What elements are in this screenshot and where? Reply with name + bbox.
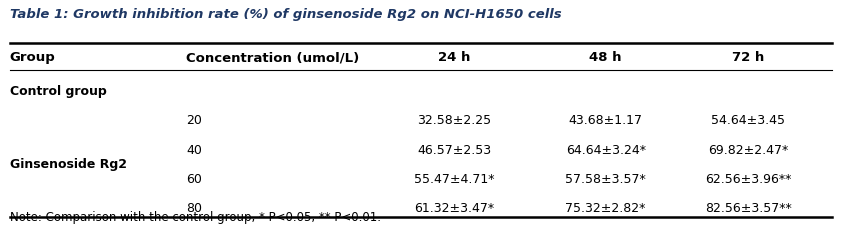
Text: 55.47±4.71*: 55.47±4.71* bbox=[414, 172, 495, 185]
Text: 20: 20 bbox=[186, 114, 202, 127]
Text: 48 h: 48 h bbox=[589, 51, 622, 64]
Text: 40: 40 bbox=[186, 143, 202, 156]
Text: 72 h: 72 h bbox=[733, 51, 765, 64]
Text: Ginsenoside Rg2: Ginsenoside Rg2 bbox=[10, 158, 127, 170]
Text: 62.56±3.96**: 62.56±3.96** bbox=[705, 172, 791, 185]
Text: 46.57±2.53: 46.57±2.53 bbox=[418, 143, 492, 156]
Text: Concentration (umol/L): Concentration (umol/L) bbox=[186, 51, 360, 64]
Text: 43.68±1.17: 43.68±1.17 bbox=[568, 114, 642, 127]
Text: Group: Group bbox=[10, 51, 56, 64]
Text: 57.58±3.57*: 57.58±3.57* bbox=[565, 172, 646, 185]
Text: 80: 80 bbox=[186, 201, 202, 214]
Text: 69.82±2.47*: 69.82±2.47* bbox=[708, 143, 788, 156]
Text: 32.58±2.25: 32.58±2.25 bbox=[418, 114, 492, 127]
Text: 64.64±3.24*: 64.64±3.24* bbox=[566, 143, 646, 156]
Text: 82.56±3.57**: 82.56±3.57** bbox=[705, 201, 791, 214]
Text: 54.64±3.45: 54.64±3.45 bbox=[711, 114, 786, 127]
Text: Note: Comparison with the control group, * P<0.05, ** P<0.01.: Note: Comparison with the control group,… bbox=[10, 210, 381, 223]
Text: Table 1: Growth inhibition rate (%) of ginsenoside Rg2 on NCI-H1650 cells: Table 1: Growth inhibition rate (%) of g… bbox=[10, 8, 562, 21]
Text: 24 h: 24 h bbox=[439, 51, 471, 64]
Text: 60: 60 bbox=[186, 172, 202, 185]
Text: Control group: Control group bbox=[10, 85, 107, 98]
Text: 61.32±3.47*: 61.32±3.47* bbox=[414, 201, 494, 214]
Text: 75.32±2.82*: 75.32±2.82* bbox=[566, 201, 646, 214]
